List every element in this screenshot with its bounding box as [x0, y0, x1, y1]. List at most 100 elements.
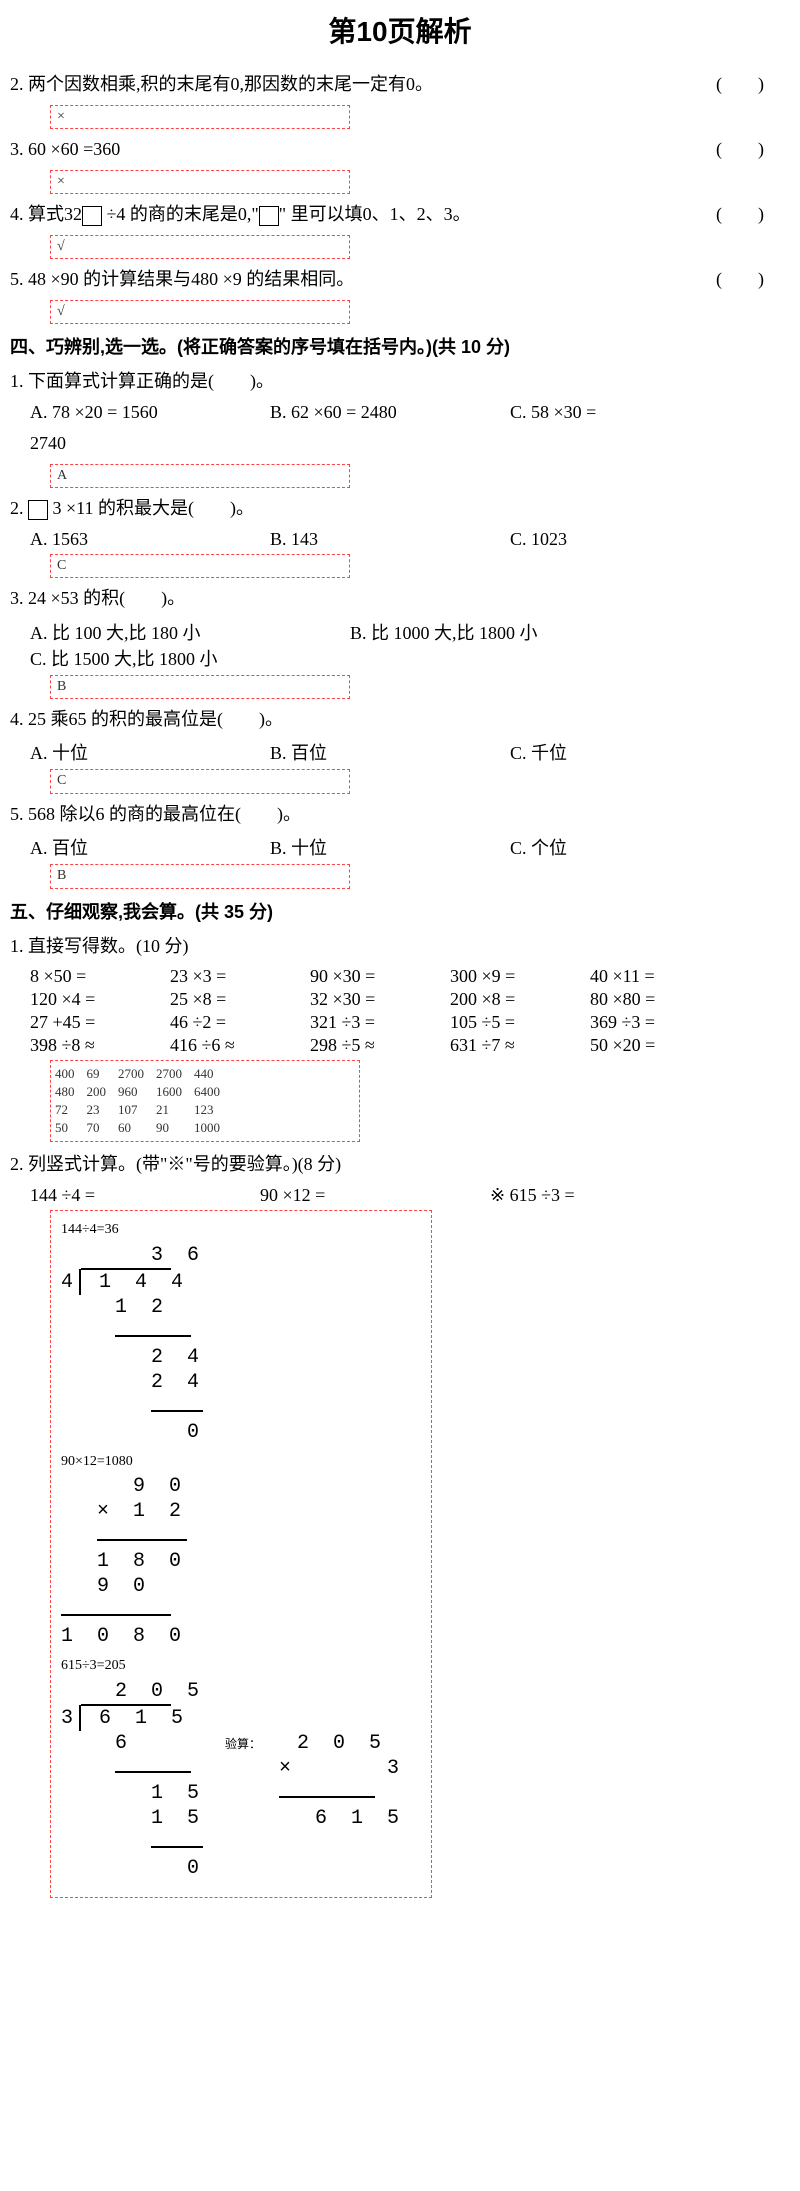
s4-q5-options: A. 百位 B. 十位 C. 个位: [30, 834, 790, 860]
mental-cell: 631 ÷7 ≈: [450, 1035, 590, 1056]
answer-cell: 50: [55, 1119, 87, 1137]
answer-row: 4006927002700440: [55, 1065, 232, 1083]
s4-q2-answer: C: [50, 554, 350, 578]
opt-b: B. 十位: [270, 834, 510, 860]
stem: 568 除以6 的商的最高位在( )。: [28, 804, 301, 824]
opt-c: C. 个位: [510, 834, 750, 860]
answer-cell: 960: [118, 1083, 156, 1101]
text-b: ÷4 的商的末尾是0,": [102, 204, 259, 224]
mental-cell: 200 ×8 =: [450, 989, 590, 1010]
answer-cell: 1000: [194, 1119, 232, 1137]
mental-cell: 90 ×30 =: [310, 966, 450, 987]
mental-cell: 27 +45 =: [30, 1012, 170, 1033]
s4-q4: 4. 25 乘65 的积的最高位是( )。: [10, 705, 790, 734]
text: 48 ×90 的计算结果与480 ×9 的结果相同。: [28, 269, 354, 289]
mental-math-answers: 4006927002700440480200960160064007223107…: [50, 1060, 360, 1142]
blank-box-icon: [259, 206, 279, 226]
answer-cell: 1600: [156, 1083, 194, 1101]
mental-row: 120 ×4 =25 ×8 =32 ×30 =200 ×8 =80 ×80 =: [30, 989, 790, 1010]
work2-title: 90×12=1080: [61, 1453, 421, 1471]
tf-q5-answer: √: [50, 300, 350, 324]
s4-q5-answer: B: [50, 864, 350, 888]
opt-b: B. 百位: [270, 739, 510, 765]
mental-cell: 25 ×8 =: [170, 989, 310, 1010]
page-title: 第10页解析: [0, 10, 800, 50]
mental-cell: 32 ×30 =: [310, 989, 450, 1010]
answer-cell: 69: [87, 1065, 119, 1083]
check-block: 验算： 2 0 5 × 3 6 1 5: [225, 1679, 405, 1839]
stem: 下面算式计算正确的是( )。: [28, 371, 274, 391]
answer-cell: 440: [194, 1065, 232, 1083]
mental-cell: 398 ÷8 ≈: [30, 1035, 170, 1056]
check-label: 验算：: [225, 1737, 261, 1751]
opt-a: A. 78 ×20 = 1560: [30, 402, 270, 423]
text-a: 算式32: [28, 204, 82, 224]
s4-q1-answer: A: [50, 464, 350, 488]
mental-cell: 46 ÷2 =: [170, 1012, 310, 1033]
tf-q2-answer: ×: [50, 105, 350, 129]
mental-cell: 105 ÷5 =: [450, 1012, 590, 1033]
long-division-2: 2 0 5 3 6 1 5 6 1 5 1 5 0: [61, 1679, 205, 1881]
prob-2: 90 ×12 =: [260, 1185, 490, 1206]
vertical-work: 144÷4=36 3 6 4 1 4 4 1 2 2 4 2 4 0 90×12…: [50, 1210, 432, 1898]
long-division-1: 3 6 4 1 4 4 1 2 2 4 2 4 0: [61, 1243, 421, 1445]
s4-q5: 5. 568 除以6 的商的最高位在( )。: [10, 800, 790, 829]
answer-row: 48020096016006400: [55, 1083, 232, 1101]
s4-q3-answer: B: [50, 675, 350, 699]
opt-c: C. 1023: [510, 529, 750, 550]
answer-cell: 60: [118, 1119, 156, 1137]
s4-q4-options: A. 十位 B. 百位 C. 千位: [30, 739, 790, 765]
answer-row: 507060901000: [55, 1119, 232, 1137]
answer-cell: 23: [87, 1101, 119, 1119]
opt-a: A. 百位: [30, 834, 270, 860]
mental-cell: 416 ÷6 ≈: [170, 1035, 310, 1056]
s4-q2: 2. 3 ×11 的积最大是( )。: [10, 494, 790, 523]
mental-cell: 23 ×3 =: [170, 966, 310, 987]
answer-cell: 400: [55, 1065, 87, 1083]
prob-1: 144 ÷4 =: [30, 1185, 260, 1206]
answer-cell: 123: [194, 1101, 232, 1119]
s4-q2-options: A. 1563 B. 143 C. 1023: [30, 529, 790, 550]
text-c: " 里可以填0、1、2、3。: [279, 204, 471, 224]
answer-cell: 2700: [118, 1065, 156, 1083]
answer-row: 722310721123: [55, 1101, 232, 1119]
answer-cell: 70: [87, 1119, 119, 1137]
paren: ( ): [710, 265, 770, 294]
section4-head: 四、巧辨别,选一选。(将正确答案的序号填在括号内。)(共 10 分): [10, 334, 790, 361]
mental-cell: 120 ×4 =: [30, 989, 170, 1010]
opt-a: A. 1563: [30, 529, 270, 550]
answer-cell: 90: [156, 1119, 194, 1137]
num: 5.: [10, 269, 24, 289]
mental-row: 8 ×50 =23 ×3 =90 ×30 =300 ×9 =40 ×11 =: [30, 966, 790, 987]
num: 1.: [10, 371, 24, 391]
num: 4.: [10, 709, 24, 729]
tf-q4-answer: √: [50, 235, 350, 259]
answer-cell: 6400: [194, 1083, 232, 1101]
num: 3.: [10, 139, 24, 159]
check-multiplication: 验算： 2 0 5 × 3 6 1 5: [225, 1731, 405, 1831]
text: 两个因数相乘,积的末尾有0,那因数的末尾一定有0。: [28, 74, 433, 94]
answer-cell: 21: [156, 1101, 194, 1119]
mental-cell: 40 ×11 =: [590, 966, 730, 987]
s4-q1: 1. 下面算式计算正确的是( )。: [10, 367, 790, 396]
num: 4.: [10, 204, 24, 224]
prob-3: ※ 615 ÷3 =: [490, 1185, 720, 1206]
stem: 3 ×11 的积最大是( )。: [53, 498, 254, 518]
mental-row: 27 +45 =46 ÷2 =321 ÷3 =105 ÷5 =369 ÷3 =: [30, 1012, 790, 1033]
tf-q3: 3. 60 ×60 =360 ( ): [10, 135, 790, 164]
s4-q3: 3. 24 ×53 的积( )。: [10, 584, 790, 613]
tf-q3-answer: ×: [50, 170, 350, 194]
opt-b: B. 62 ×60 = 2480: [270, 402, 510, 423]
paren: ( ): [710, 200, 770, 229]
work1-title: 144÷4=36: [61, 1221, 421, 1239]
s4-q1-options: A. 78 ×20 = 1560 B. 62 ×60 = 2480 C. 58 …: [30, 402, 790, 423]
text: 60 ×60 =360: [28, 139, 120, 159]
multiplication-1: 9 0 × 1 2 1 8 0 9 0 1 0 8 0: [61, 1474, 421, 1649]
mental-cell: 369 ÷3 =: [590, 1012, 730, 1033]
answer-table: 4006927002700440480200960160064007223107…: [55, 1065, 232, 1137]
tf-q4: 4. 算式32 ÷4 的商的末尾是0," " 里可以填0、1、2、3。 ( ): [10, 200, 790, 229]
answer-cell: 2700: [156, 1065, 194, 1083]
answer-cell: 107: [118, 1101, 156, 1119]
mental-cell: 50 ×20 =: [590, 1035, 730, 1056]
s5-p2-title: 2. 列竖式计算。(带"※"号的要验算。)(8 分): [10, 1150, 790, 1179]
